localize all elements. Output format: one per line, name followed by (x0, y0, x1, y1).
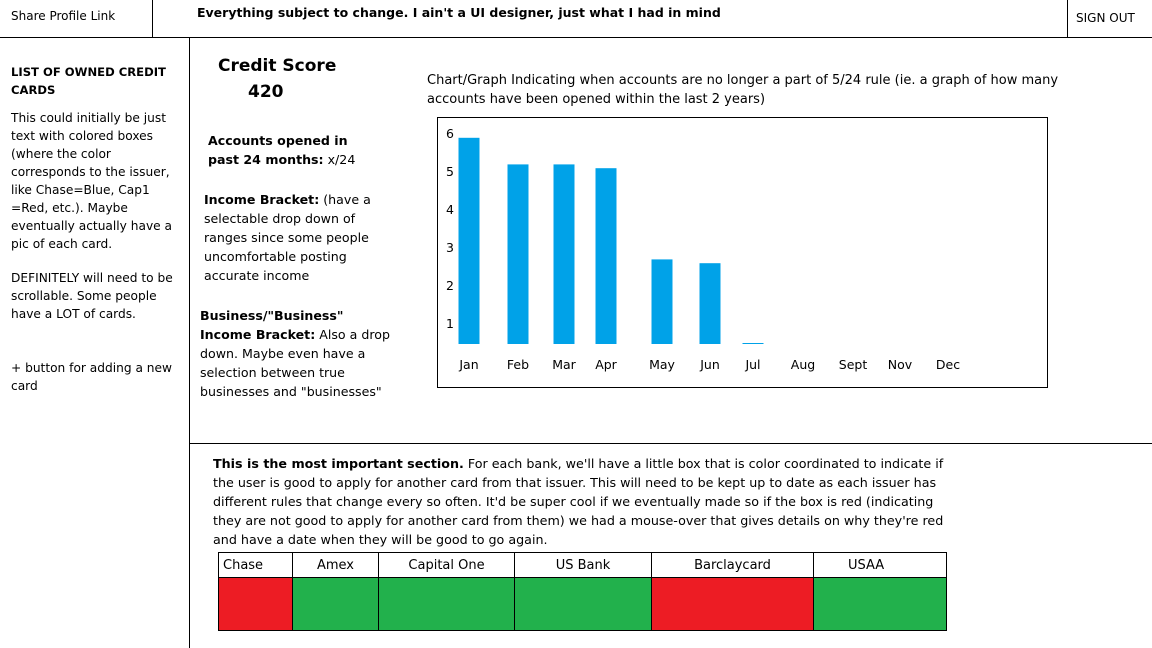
chart-caption: Chart/Graph Indicating when accounts are… (427, 73, 1059, 107)
bar-jun (699, 263, 721, 344)
business-income-bracket-label: Business/"Business" Income Bracket: (200, 308, 344, 342)
bar-mar (553, 164, 575, 344)
top-divider-right (1067, 0, 1068, 38)
y-tick-label: 5 (446, 164, 454, 179)
bank-status-description: This is the most important section. For … (213, 454, 948, 549)
status-box-us-bank[interactable] (514, 577, 652, 631)
bank-status-row (218, 577, 947, 631)
income-bracket-text: (have a selectable drop down of ranges s… (204, 192, 371, 283)
bar-jul (742, 343, 764, 344)
bank-header-capital-one: Capital One (378, 552, 515, 578)
section-divider (189, 443, 1152, 444)
credit-score-value: 420 (248, 82, 284, 102)
x-tick-label-mar: Mar (552, 357, 576, 372)
sign-out-button[interactable]: SIGN OUT (1076, 11, 1135, 25)
bank-header-us-bank: US Bank (514, 552, 652, 578)
sidebar-border (189, 38, 190, 648)
x-tick-label-dec: Dec (936, 357, 960, 372)
bar-apr (595, 168, 617, 344)
bank-header-chase: Chase (218, 552, 293, 578)
business-income-bracket-dropdown[interactable]: Business/"Business" Income Bracket: Also… (200, 306, 390, 401)
y-tick-label: 6 (446, 126, 454, 141)
bank-header-barclaycard: Barclaycard (651, 552, 814, 578)
bank-header-amex: Amex (292, 552, 379, 578)
y-tick-label: 1 (446, 316, 454, 331)
sidebar-description: This could initially be just text with c… (11, 111, 173, 251)
y-tick-label: 3 (446, 240, 454, 255)
header-note: Everything subject to change. I ain't a … (197, 5, 721, 20)
add-card-note[interactable]: + button for adding a new card (11, 361, 172, 393)
income-bracket-label: Income Bracket: (204, 192, 320, 207)
x-tick-label-jun: Jun (699, 357, 720, 372)
credit-score-label: Credit Score (218, 56, 337, 76)
bar-may (651, 259, 673, 344)
x-tick-label-jan: Jan (458, 357, 478, 372)
bank-header-usaa: USAA (813, 552, 947, 578)
sidebar-title: LIST OF OWNED CREDIT CARDS (11, 65, 166, 97)
important-lead: This is the most important section. (213, 456, 464, 471)
sidebar-scroll-note: DEFINITELY will need to be scrollable. S… (11, 271, 173, 321)
x-tick-label-nov: Nov (888, 357, 913, 372)
x-tick-label-sept: Sept (839, 357, 868, 372)
x-tick-label-jul: Jul (744, 357, 760, 372)
status-box-amex[interactable] (292, 577, 379, 631)
share-profile-link[interactable]: Share Profile Link (11, 9, 116, 23)
x-tick-label-apr: Apr (595, 357, 617, 372)
status-box-chase[interactable] (218, 577, 293, 631)
accounts-opened-value: x/24 (327, 152, 356, 167)
income-bracket-dropdown[interactable]: Income Bracket: (have a selectable drop … (204, 190, 384, 285)
bar-feb (507, 164, 529, 344)
business-income-bracket-text: Also a drop down. Maybe even have a sele… (200, 327, 390, 399)
y-tick-label: 4 (446, 202, 454, 217)
accounts-opened: Accounts opened in past 24 months: x/24 (208, 131, 378, 169)
important-text: For each bank, we'll have a little box t… (213, 456, 944, 547)
status-box-usaa[interactable] (813, 577, 947, 631)
chart-svg: 1 2 3 4 5 6 Jan Feb Mar Apr May Jun Jul Aug Sept Nov Dec (446, 126, 960, 372)
status-box-barclaycard[interactable] (651, 577, 814, 631)
status-box-capital-one[interactable] (378, 577, 515, 631)
x-tick-label-feb: Feb (507, 357, 529, 372)
y-tick-label: 2 (446, 278, 454, 293)
bank-status-table: Chase Amex Capital One US Bank Barclayca… (218, 552, 947, 631)
bank-header-row: Chase Amex Capital One US Bank Barclayca… (218, 552, 947, 578)
header-bottom-border (0, 37, 1152, 38)
x-tick-label-may: May (649, 357, 675, 372)
bar-jan (458, 137, 480, 344)
top-divider-left (152, 0, 153, 38)
accounts-chart: 1 2 3 4 5 6 Jan Feb Mar Apr May Jun Jul Aug Sept Nov Dec (437, 117, 1048, 388)
sidebar: LIST OF OWNED CREDIT CARDS This could in… (11, 63, 181, 395)
x-tick-label-aug: Aug (791, 357, 815, 372)
accounts-opened-label: Accounts opened in past 24 months: (208, 133, 348, 167)
